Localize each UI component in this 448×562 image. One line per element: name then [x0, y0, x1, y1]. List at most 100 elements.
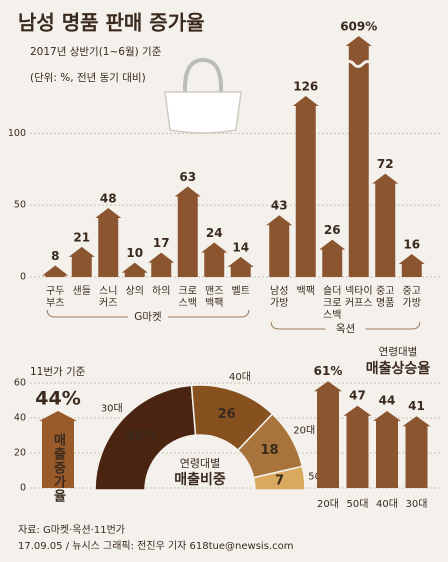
chart-title: 연령대별 — [379, 346, 418, 358]
x-tick-label-line: 하의 — [152, 284, 170, 297]
value-label: 21 — [73, 230, 90, 244]
slice-label: 30대 — [101, 403, 123, 415]
slice-label: 40대 — [229, 371, 251, 383]
x-tick-label-line: 부츠 — [46, 297, 64, 309]
x-tick-label-line: 크로 — [323, 298, 341, 309]
value-label: 44 — [379, 394, 396, 408]
value-label: 8 — [51, 249, 59, 263]
bar — [266, 215, 293, 277]
x-tick-label: 40대 — [376, 498, 398, 510]
chart-title: 연령대별 — [180, 457, 220, 470]
x-tick-label-line: 백팩 — [297, 285, 315, 297]
x-tick-label-line: 남성 — [270, 285, 288, 297]
value-label: 26 — [324, 223, 341, 237]
x-tick-label-line: 백팩 — [205, 297, 223, 309]
y-tick-label: 20 — [14, 448, 26, 459]
value-label: 126 — [293, 80, 318, 94]
source: 자료: G마켓·옥션·11번가 — [18, 524, 125, 536]
x-tick-label: 중고 가방 — [403, 285, 421, 309]
bar — [372, 173, 399, 277]
bar — [343, 405, 372, 488]
x-tick-label: 20대 — [317, 498, 339, 510]
bar — [227, 256, 254, 277]
value-label: 18 — [260, 443, 278, 458]
group-label-bg — [128, 310, 168, 324]
x-tick-label-line: 커프스 — [345, 297, 373, 309]
x-tick-label-line: 스백 — [179, 297, 197, 309]
bar — [319, 239, 346, 277]
value-label: 43 — [271, 199, 288, 213]
slice-label: 20대 — [293, 425, 315, 437]
value-label: 44% — [35, 388, 80, 410]
x-tick-label-line: 숄더 — [323, 285, 341, 297]
x-tick-label-line: 넥타이 — [345, 285, 373, 297]
x-tick-label-line: 크로 — [179, 286, 197, 297]
axis-break — [343, 60, 373, 68]
bar — [174, 186, 201, 277]
x-tick-label-line: 구두 — [46, 286, 64, 297]
value-label: 63 — [179, 170, 196, 184]
x-tick-label-line: 가방 — [403, 297, 421, 309]
x-tick-label: 백팩 — [297, 285, 315, 297]
y-tick-label: 40 — [14, 413, 26, 424]
value-label: 26 — [218, 407, 236, 422]
value-label: 10 — [126, 246, 143, 260]
bar — [373, 411, 401, 488]
x-tick-label: 넥타이 커프스 — [345, 285, 373, 309]
group-label: G마켓 — [134, 311, 162, 323]
x-tick-label: 맨즈 백팩 — [205, 285, 223, 309]
value-label: 609% — [340, 20, 377, 34]
value-label: 7 — [275, 473, 284, 488]
x-tick-label-line: 가방 — [270, 297, 288, 309]
value-label: 61% — [314, 364, 343, 378]
subtitle: 2017년 상반기(1~6월) 기준 — [30, 46, 162, 58]
x-tick-label: 중고 명품 — [376, 285, 394, 309]
x-tick-label: 스니 커즈 — [99, 285, 117, 309]
bar — [148, 252, 175, 277]
x-tick-label-line: 스백 — [323, 309, 341, 321]
bar — [292, 96, 319, 277]
x-tick-label-line: 맨즈 — [205, 285, 223, 297]
title: 남성 명품 판매 증가율 — [18, 11, 205, 35]
bar — [68, 246, 95, 277]
bar — [314, 381, 342, 488]
chart-title: 매출상승율 — [366, 360, 431, 377]
unit-note: (단위: %, 전년 동기 대비) — [30, 71, 146, 84]
x-tick-label-line: 중고 — [376, 285, 394, 297]
x-tick-label-line: 샌들 — [73, 285, 91, 297]
bar — [42, 265, 69, 277]
y-tick-label: 50 — [14, 200, 26, 211]
value-label: 14 — [232, 240, 249, 254]
chart-title: 11번가 기준 — [30, 366, 86, 378]
donut-slice — [94, 384, 197, 491]
x-tick-label-line: 중고 — [403, 285, 421, 297]
x-tick-label: 남성 가방 — [270, 285, 288, 309]
bar — [39, 411, 77, 488]
x-tick-label-line: 상의 — [126, 285, 144, 297]
donut-slice — [252, 465, 306, 491]
value-label: 24 — [206, 226, 223, 240]
y-tick-label: 60 — [14, 378, 26, 389]
chart-title: 매출비중 — [174, 471, 226, 488]
x-tick-label: 벨트 — [232, 285, 250, 297]
x-tick-label: 크로 스백 — [179, 286, 197, 309]
x-tick-label: 상의 — [126, 285, 144, 297]
x-tick-label-line: 스니 — [99, 285, 117, 297]
x-tick-label: 30대 — [406, 498, 428, 510]
x-tick-label: 구두 부츠 — [46, 286, 64, 309]
bar — [345, 36, 372, 277]
y-tick-label: 100 — [8, 128, 26, 139]
x-tick-label-line: 커즈 — [99, 297, 117, 309]
x-tick-label: 숄더 크로 스백 — [323, 285, 341, 321]
y-tick-label: 0 — [20, 272, 26, 283]
bar — [201, 242, 228, 277]
value-label: 47 — [349, 388, 366, 402]
bar — [95, 208, 122, 277]
value-label: 72 — [377, 157, 394, 171]
x-tick-label: 하의 — [152, 284, 170, 297]
group-label: 옥션 — [336, 323, 355, 335]
value-label: 46% — [126, 428, 157, 443]
x-tick-label-line: 명품 — [376, 297, 394, 309]
value-label: 16 — [403, 238, 420, 252]
